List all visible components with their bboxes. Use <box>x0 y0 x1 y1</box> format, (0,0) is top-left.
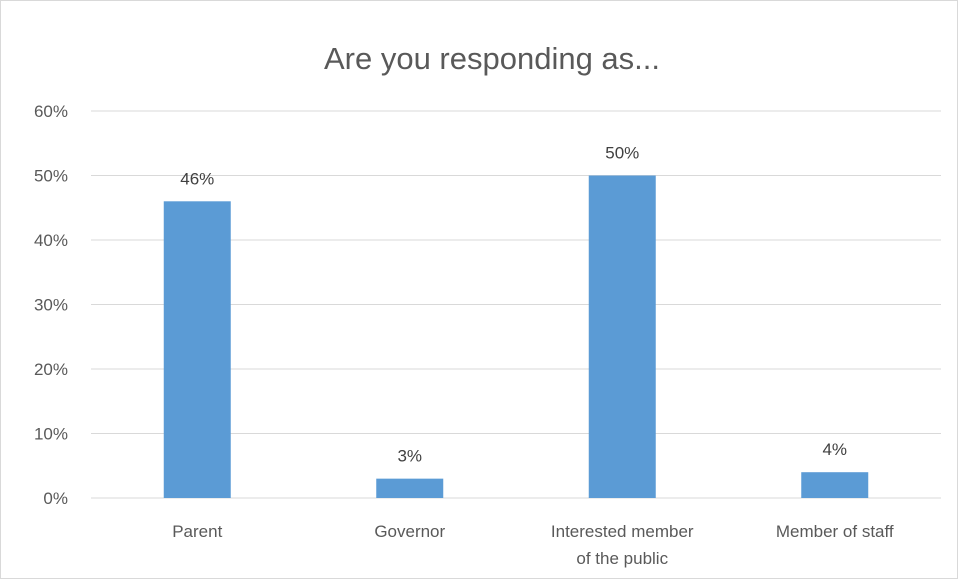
y-tick-label: 40% <box>34 231 68 250</box>
x-tick-label: of the public <box>576 549 668 568</box>
x-tick-label: Parent <box>172 522 222 541</box>
x-axis-ticks: Parent Governor Interested member of the pu… <box>172 522 894 568</box>
bar <box>163 201 231 499</box>
data-label: 46% <box>180 169 214 188</box>
chart-title: Are you responding as... <box>324 41 660 76</box>
data-label: 4% <box>822 440 847 459</box>
y-tick-label: 10% <box>34 425 68 444</box>
y-tick-label: 20% <box>34 360 68 379</box>
y-tick-label: 60% <box>34 102 68 121</box>
bar <box>588 175 656 498</box>
bar <box>801 472 869 498</box>
y-tick-label: 30% <box>34 296 68 315</box>
x-tick-label: Governor <box>374 522 445 541</box>
y-axis-ticks: 0% 10% 20% 30% 40% 50% 60% <box>34 102 68 508</box>
gridlines <box>91 110 941 499</box>
data-label: 50% <box>605 144 639 163</box>
data-labels: 46% 3% 50% 4% <box>180 144 847 466</box>
bar <box>376 478 444 498</box>
bars <box>163 175 869 499</box>
x-tick-label: Member of staff <box>776 522 894 541</box>
x-tick-label: Interested member <box>551 522 694 541</box>
y-tick-label: 0% <box>43 489 68 508</box>
data-label: 3% <box>397 447 422 466</box>
y-tick-label: 50% <box>34 167 68 186</box>
